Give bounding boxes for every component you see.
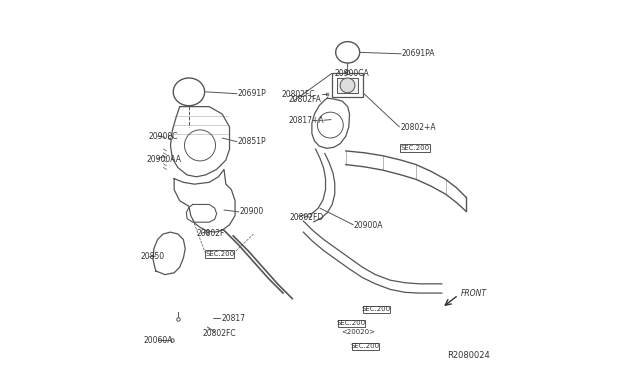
- Text: 20900CA: 20900CA: [335, 69, 369, 78]
- Text: FRONT: FRONT: [460, 289, 486, 298]
- Text: SEC.200: SEC.200: [362, 306, 391, 312]
- Text: 20691PA: 20691PA: [402, 49, 435, 58]
- Text: 20060A: 20060A: [143, 336, 173, 345]
- Text: 20802FC: 20802FC: [281, 90, 315, 99]
- Bar: [332, 73, 363, 97]
- Text: 20900: 20900: [239, 207, 264, 217]
- Circle shape: [340, 78, 355, 93]
- Text: 20900AA: 20900AA: [147, 154, 182, 164]
- Text: R2080024: R2080024: [447, 350, 490, 359]
- Text: 20802FA: 20802FA: [289, 96, 321, 105]
- Text: SEC.200: SEC.200: [205, 251, 234, 257]
- FancyBboxPatch shape: [401, 144, 429, 152]
- Text: SEC.200: SEC.200: [337, 320, 366, 326]
- FancyBboxPatch shape: [205, 250, 234, 258]
- Text: 20817: 20817: [221, 314, 245, 323]
- FancyBboxPatch shape: [363, 306, 390, 313]
- Text: 20817+A: 20817+A: [289, 116, 324, 125]
- Text: SEC.200: SEC.200: [351, 343, 380, 349]
- FancyBboxPatch shape: [338, 320, 365, 327]
- Text: 20900C: 20900C: [148, 132, 178, 141]
- Bar: [337, 78, 358, 93]
- FancyBboxPatch shape: [352, 343, 379, 350]
- Text: 20802+A: 20802+A: [400, 123, 436, 132]
- Text: 20851P: 20851P: [237, 137, 266, 146]
- Text: 20802FD: 20802FD: [290, 213, 324, 222]
- Text: 20900A: 20900A: [354, 221, 383, 230]
- Text: 20691P: 20691P: [237, 89, 266, 98]
- Text: 20850: 20850: [141, 252, 165, 262]
- Text: 20802F: 20802F: [196, 229, 225, 238]
- Text: <20020>: <20020>: [341, 329, 376, 335]
- Text: 20802FC: 20802FC: [203, 329, 236, 338]
- Text: SEC.200: SEC.200: [401, 145, 430, 151]
